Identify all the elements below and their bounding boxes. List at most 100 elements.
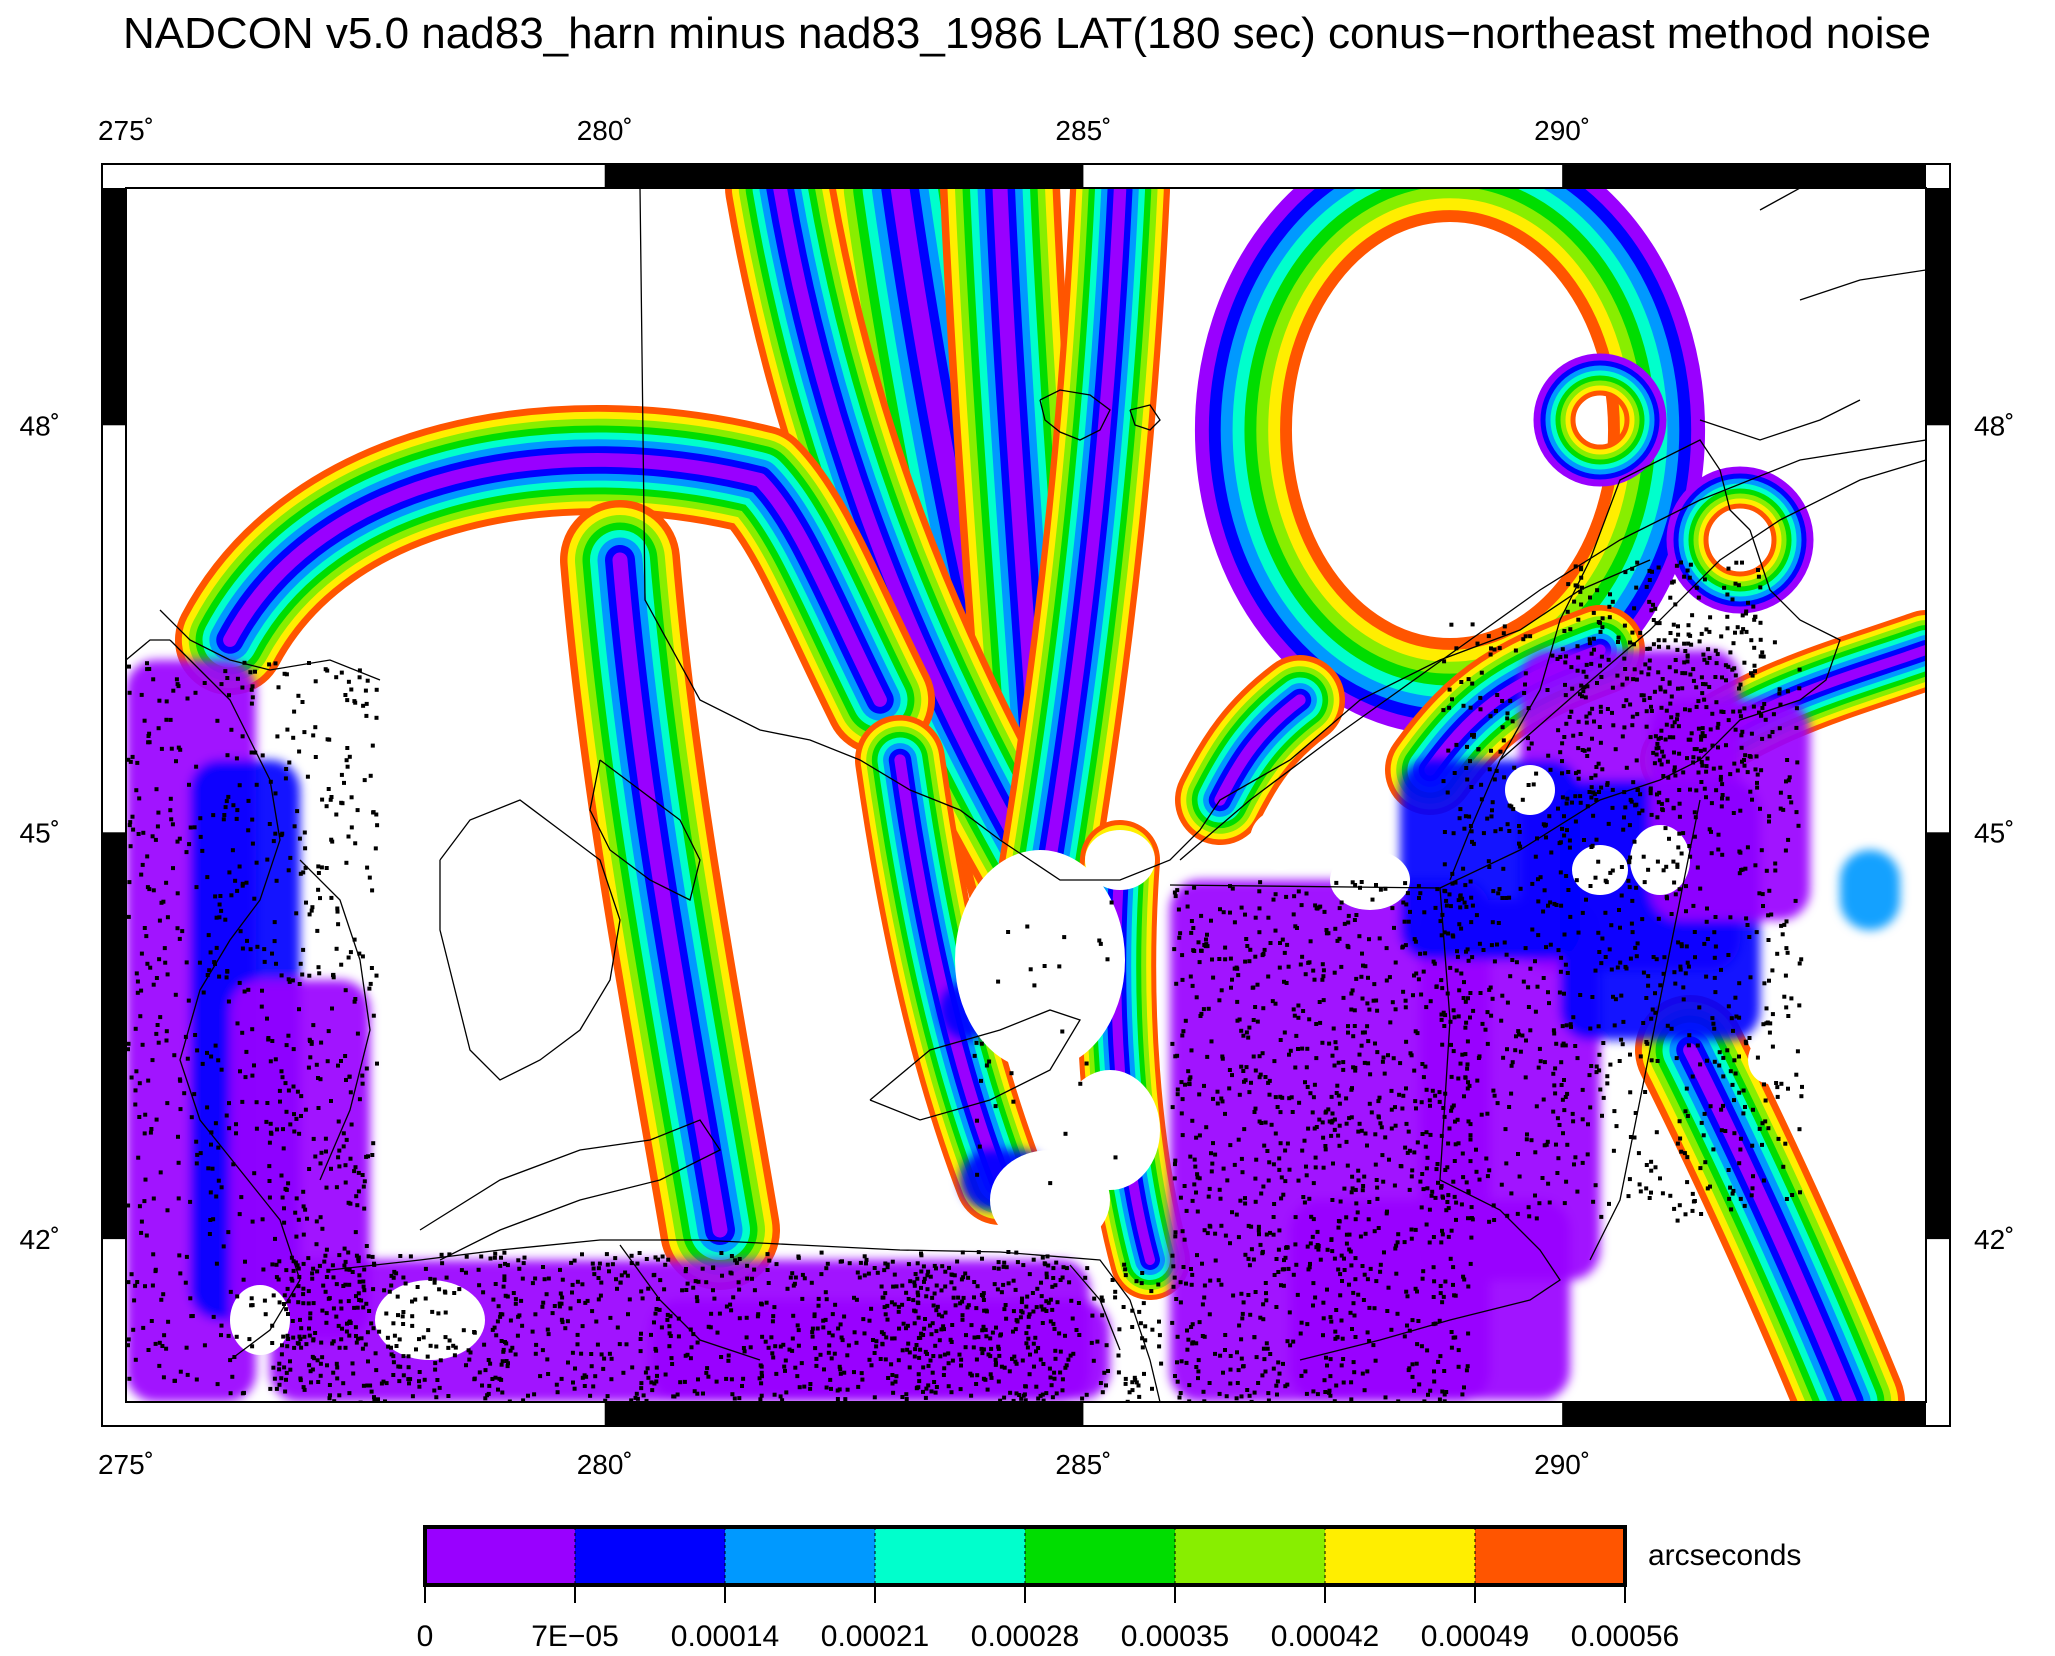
data-point [285,1344,290,1349]
data-point [1766,938,1771,942]
data-point [1180,1133,1185,1138]
data-point [1677,887,1682,892]
data-point [1268,1352,1273,1356]
data-point [1192,1182,1197,1187]
coastline-segment [1799,269,1926,301]
data-point [1453,1142,1458,1147]
data-point [965,1305,970,1310]
data-point [782,1364,787,1369]
data-point [1380,1153,1385,1158]
data-point [307,1363,312,1368]
data-point [1307,1017,1312,1022]
data-point [1363,964,1368,969]
data-point [1500,993,1505,998]
data-point [1555,657,1560,661]
data-point [1521,637,1526,642]
data-point [972,1280,977,1284]
data-point [1220,1099,1225,1104]
data-point [1456,1141,1461,1146]
coastline-segment [1179,439,1926,861]
data-point [1374,1279,1379,1284]
data-point [1578,794,1583,799]
data-point [573,1366,577,1371]
data-point [1344,1121,1349,1126]
data-point [490,1377,495,1381]
data-point [906,1297,911,1301]
data-point [565,1319,570,1324]
data-point [1721,710,1726,714]
data-point [885,1265,890,1270]
data-point [298,871,303,876]
data-point [1310,1234,1315,1239]
data-point [1403,1005,1408,1010]
frame-segment-right [1927,188,1949,426]
data-point [981,1324,986,1329]
data-point [1491,889,1496,894]
data-point [645,1366,650,1371]
data-point [917,1379,922,1384]
data-point [1768,1021,1773,1026]
data-point [1452,771,1457,775]
data-point [1433,1093,1438,1098]
data-point [1689,642,1694,647]
data-point [1232,920,1237,925]
data-point [913,1272,918,1276]
data-point [580,1252,584,1257]
data-point [845,1353,850,1358]
data-point [1422,910,1427,915]
data-point [1693,955,1697,960]
data-point [1597,725,1602,729]
data-point [1729,1207,1734,1212]
data-point [684,1267,688,1271]
data-point [662,1287,667,1292]
colorbar-segment [1475,1527,1625,1585]
data-point [508,1318,513,1323]
data-point [996,1346,1001,1351]
data-point [990,1330,995,1335]
data-point [1663,826,1668,831]
data-point [374,1368,379,1373]
data-point [974,1357,979,1362]
data-point [1442,1399,1447,1402]
data-point [301,1286,306,1291]
data-point [1459,926,1464,931]
data-point [361,1184,366,1189]
data-point [339,772,344,777]
data-point [1585,1152,1590,1157]
data-point [904,1392,909,1397]
data-point [1730,597,1735,602]
data-point [763,1339,768,1344]
data-point [1433,1195,1438,1200]
data-point [1610,787,1615,792]
data-point [211,1314,216,1319]
data-point [1339,900,1344,905]
data-point [359,1298,364,1303]
data-point [1726,1168,1731,1172]
data-point [391,1275,396,1280]
data-point [1610,599,1615,604]
data-point [1253,1290,1258,1294]
data-point [1359,1043,1364,1048]
data-point [996,1379,1001,1384]
data-point [1314,1245,1319,1250]
data-point [310,905,315,910]
data-point [1656,800,1661,805]
data-point [271,1293,276,1298]
data-point [741,1376,746,1381]
data-point [1138,1321,1143,1326]
data-point [1612,1023,1617,1028]
data-point [1503,1127,1508,1132]
data-point [1566,888,1571,892]
data-point [364,1244,369,1248]
data-point [1564,1023,1569,1028]
data-point [1518,886,1523,891]
data-point [318,896,322,901]
data-point [1308,1261,1312,1266]
data-point [1570,1111,1575,1116]
data-point [286,1337,291,1341]
data-point [1302,1200,1307,1205]
data-point [974,1306,979,1311]
data-point [1526,706,1531,711]
data-point [1044,1271,1049,1276]
data-point [736,1280,741,1285]
